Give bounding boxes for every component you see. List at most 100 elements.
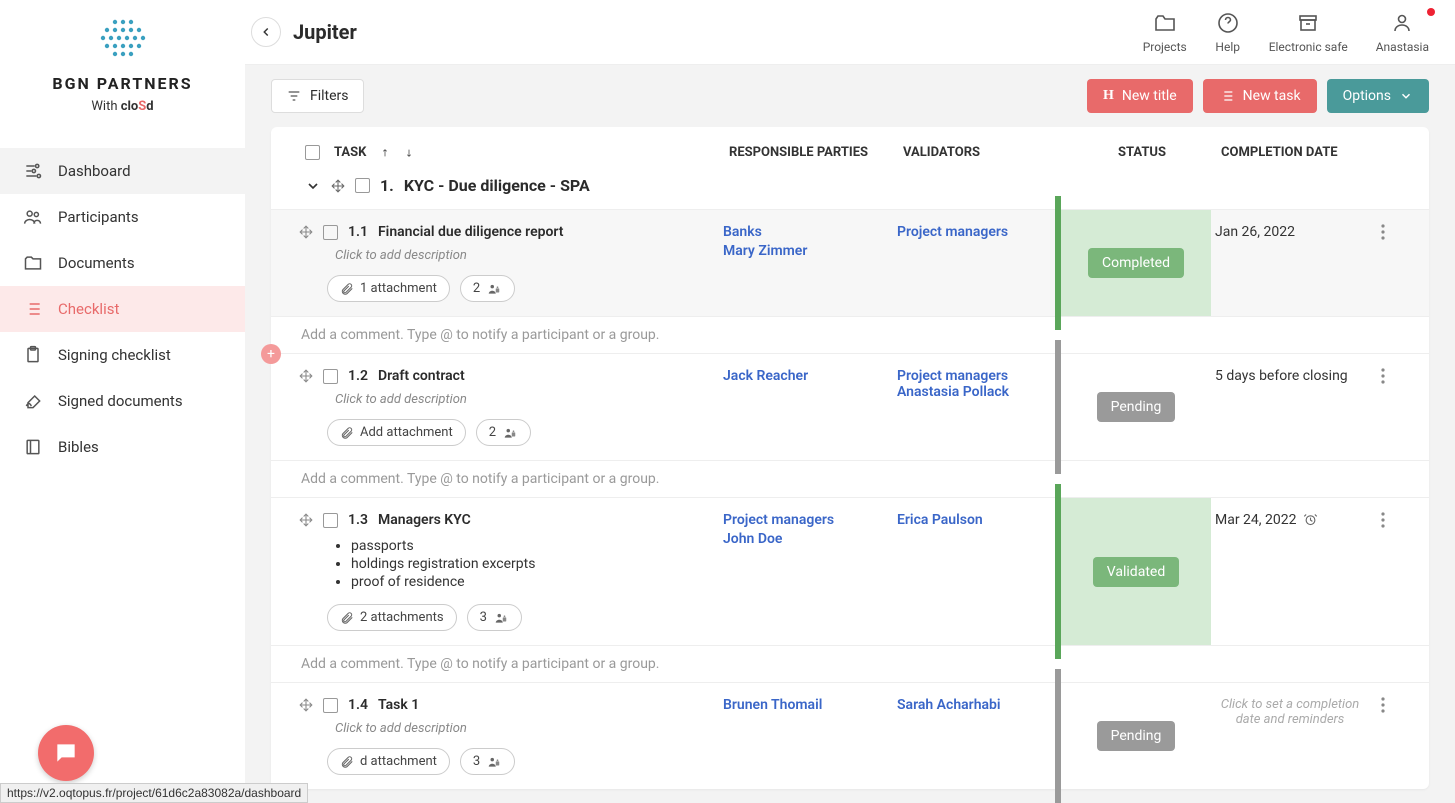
top-action-help[interactable]: Help — [1215, 10, 1241, 54]
task-description-placeholder[interactable]: Click to add description — [335, 392, 719, 407]
attachment-chip[interactable]: 2 attachments — [327, 604, 457, 631]
clipboard-icon — [22, 344, 44, 366]
content: TASK RESPONSIBLE PARTIES VALIDATORS STAT… — [245, 127, 1455, 803]
completion-date[interactable]: 5 days before closing — [1215, 368, 1365, 446]
people-chip[interactable]: 3 — [460, 748, 515, 775]
sort-icon[interactable] — [404, 146, 414, 160]
chevron-down-icon[interactable] — [305, 178, 321, 194]
page-title: Jupiter — [293, 20, 1143, 44]
list-icon — [22, 298, 44, 320]
options-button[interactable]: Options — [1327, 79, 1429, 113]
move-icon[interactable] — [299, 225, 313, 239]
button-label: New task — [1243, 88, 1301, 104]
back-button[interactable] — [251, 17, 281, 47]
sliders-icon — [22, 160, 44, 182]
top-action-safe[interactable]: Electronic safe — [1269, 10, 1348, 54]
column-header-responsible: RESPONSIBLE PARTIES — [729, 145, 899, 160]
attachment-chip[interactable]: 1 attachment — [327, 275, 450, 302]
attachment-chip[interactable]: Add attachment — [327, 419, 466, 446]
new-task-button[interactable]: New task — [1203, 79, 1317, 113]
sidebar-item-label: Signing checklist — [58, 346, 171, 364]
section-checkbox[interactable] — [355, 178, 370, 193]
sidebar-item-checklist[interactable]: Checklist — [0, 286, 245, 332]
status-pill: Completed — [1088, 248, 1184, 278]
task-checkbox[interactable] — [323, 225, 338, 240]
task-checkbox[interactable] — [323, 369, 338, 384]
button-label: New title — [1122, 88, 1177, 104]
sort-icon[interactable] — [380, 146, 390, 160]
sidebar-item-signed-documents[interactable]: Signed documents — [0, 378, 245, 424]
add-row-marker[interactable]: + — [261, 344, 281, 364]
status-cell[interactable]: Validated — [1061, 498, 1211, 645]
task-row: 1.3Managers KYCpassportsholdings registr… — [271, 497, 1429, 645]
move-icon[interactable] — [299, 698, 313, 712]
more-menu[interactable] — [1381, 224, 1385, 240]
folder-icon — [1152, 10, 1178, 36]
folder-icon — [22, 252, 44, 274]
status-cell[interactable]: Pending — [1061, 683, 1211, 789]
sidebar-nav: Dashboard Participants Documents Checkli… — [0, 148, 245, 470]
brand-subtitle: With cloSd — [10, 99, 235, 114]
sidebar-item-signing-checklist[interactable]: Signing checklist — [0, 332, 245, 378]
task-number: 1.3 — [348, 512, 368, 528]
people-chip[interactable]: 3 — [467, 604, 522, 631]
chat-fab[interactable] — [38, 725, 94, 781]
sidebar-item-bibles[interactable]: Bibles — [0, 424, 245, 470]
sidebar-item-documents[interactable]: Documents — [0, 240, 245, 286]
sidebar-item-participants[interactable]: Participants — [0, 194, 245, 240]
filters-button[interactable]: Filters — [271, 79, 364, 113]
status-pill: Validated — [1093, 557, 1179, 587]
task-title[interactable]: Task 1 — [378, 697, 419, 713]
party-link[interactable]: Project managers — [723, 512, 893, 528]
task-title[interactable]: Draft contract — [378, 368, 465, 384]
column-header-validators: VALIDATORS — [903, 145, 1063, 160]
validator-link[interactable]: Project managers — [897, 224, 1057, 240]
task-row: 1.4Task 1Click to add descriptiond attac… — [271, 682, 1429, 789]
top-action-label: Help — [1215, 40, 1240, 54]
move-icon[interactable] — [299, 369, 313, 383]
status-cell[interactable]: Pending — [1061, 354, 1211, 460]
checklist-table: TASK RESPONSIBLE PARTIES VALIDATORS STAT… — [271, 127, 1429, 789]
sidebar-item-label: Participants — [58, 208, 139, 226]
validator-link[interactable]: Erica Paulson — [897, 512, 1057, 528]
select-all-checkbox[interactable] — [305, 145, 320, 160]
comment-input[interactable]: Add a comment. Type @ to notify a partic… — [271, 460, 1429, 497]
task-checkbox[interactable] — [323, 513, 338, 528]
validator-link[interactable]: Project managers Anastasia Pollack — [897, 368, 1057, 400]
completion-date[interactable]: Mar 24, 2022 — [1215, 512, 1365, 631]
people-chip[interactable]: 2 — [460, 275, 515, 302]
people-chip[interactable]: 2 — [476, 419, 531, 446]
top-action-user[interactable]: Anastasia — [1376, 10, 1429, 54]
new-title-button[interactable]: H New title — [1087, 79, 1193, 113]
party-link[interactable]: Brunen Thomail — [723, 697, 893, 713]
party-link[interactable]: John Doe — [723, 531, 893, 547]
more-menu[interactable] — [1381, 512, 1385, 528]
sidebar-item-dashboard[interactable]: Dashboard — [0, 148, 245, 194]
comment-input[interactable]: Add a comment. Type @ to notify a partic… — [271, 645, 1429, 682]
reminder-icon — [1303, 512, 1318, 527]
more-menu[interactable] — [1381, 368, 1385, 384]
task-description-placeholder[interactable]: Click to add description — [335, 248, 719, 263]
validator-link[interactable]: Sarah Acharhabi — [897, 697, 1057, 713]
task-title[interactable]: Financial due diligence report — [378, 224, 564, 240]
party-link[interactable]: Banks — [723, 224, 893, 240]
completion-date[interactable]: Jan 26, 2022 — [1215, 224, 1365, 302]
party-link[interactable]: Mary Zimmer — [723, 243, 893, 259]
brand-name: BGN PARTNERS — [10, 74, 235, 93]
comment-input[interactable]: Add a comment. Type @ to notify a partic… — [271, 316, 1429, 353]
brand-logo — [97, 18, 149, 62]
status-cell[interactable]: Completed — [1061, 210, 1211, 316]
help-icon — [1215, 10, 1241, 36]
more-menu[interactable] — [1381, 697, 1385, 713]
task-row: 1.1Financial due diligence reportClick t… — [271, 209, 1429, 316]
task-title[interactable]: Managers KYC — [378, 512, 471, 528]
section-row[interactable]: 1. KYC - Due diligence - SPA — [271, 170, 1429, 209]
task-description-placeholder[interactable]: Click to add description — [335, 721, 719, 736]
move-icon[interactable] — [299, 513, 313, 527]
party-link[interactable]: Jack Reacher — [723, 368, 893, 384]
attachment-chip[interactable]: d attachment — [327, 748, 450, 775]
top-action-projects[interactable]: Projects — [1143, 10, 1187, 54]
completion-date[interactable]: Click to set a completion date and remin… — [1215, 697, 1365, 775]
task-checkbox[interactable] — [323, 698, 338, 713]
move-icon[interactable] — [331, 179, 345, 193]
